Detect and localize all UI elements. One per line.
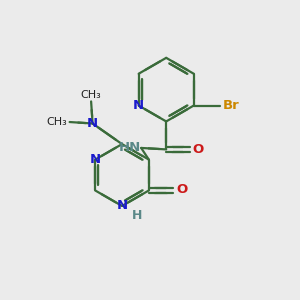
Circle shape — [188, 68, 200, 80]
Text: N: N — [90, 153, 101, 166]
Circle shape — [62, 115, 77, 129]
Text: N: N — [87, 117, 98, 130]
Circle shape — [86, 117, 99, 130]
Text: O: O — [176, 182, 188, 196]
Circle shape — [133, 68, 145, 80]
Circle shape — [160, 143, 172, 156]
Circle shape — [135, 142, 147, 154]
Circle shape — [184, 143, 196, 156]
Circle shape — [142, 153, 155, 166]
Circle shape — [116, 138, 128, 150]
Text: O: O — [193, 143, 204, 156]
Circle shape — [160, 115, 172, 128]
Text: CH₃: CH₃ — [81, 90, 101, 100]
Circle shape — [142, 184, 155, 197]
Circle shape — [116, 200, 128, 212]
Circle shape — [89, 184, 101, 197]
Circle shape — [188, 99, 200, 112]
Text: CH₃: CH₃ — [46, 117, 67, 127]
Circle shape — [167, 184, 179, 197]
Circle shape — [133, 99, 145, 112]
Text: H: H — [132, 209, 143, 222]
Text: Br: Br — [223, 99, 239, 112]
Circle shape — [84, 94, 98, 109]
Circle shape — [89, 153, 101, 166]
Text: HN: HN — [119, 141, 141, 154]
Circle shape — [160, 52, 172, 64]
Text: N: N — [116, 200, 128, 212]
Text: N: N — [133, 99, 144, 112]
